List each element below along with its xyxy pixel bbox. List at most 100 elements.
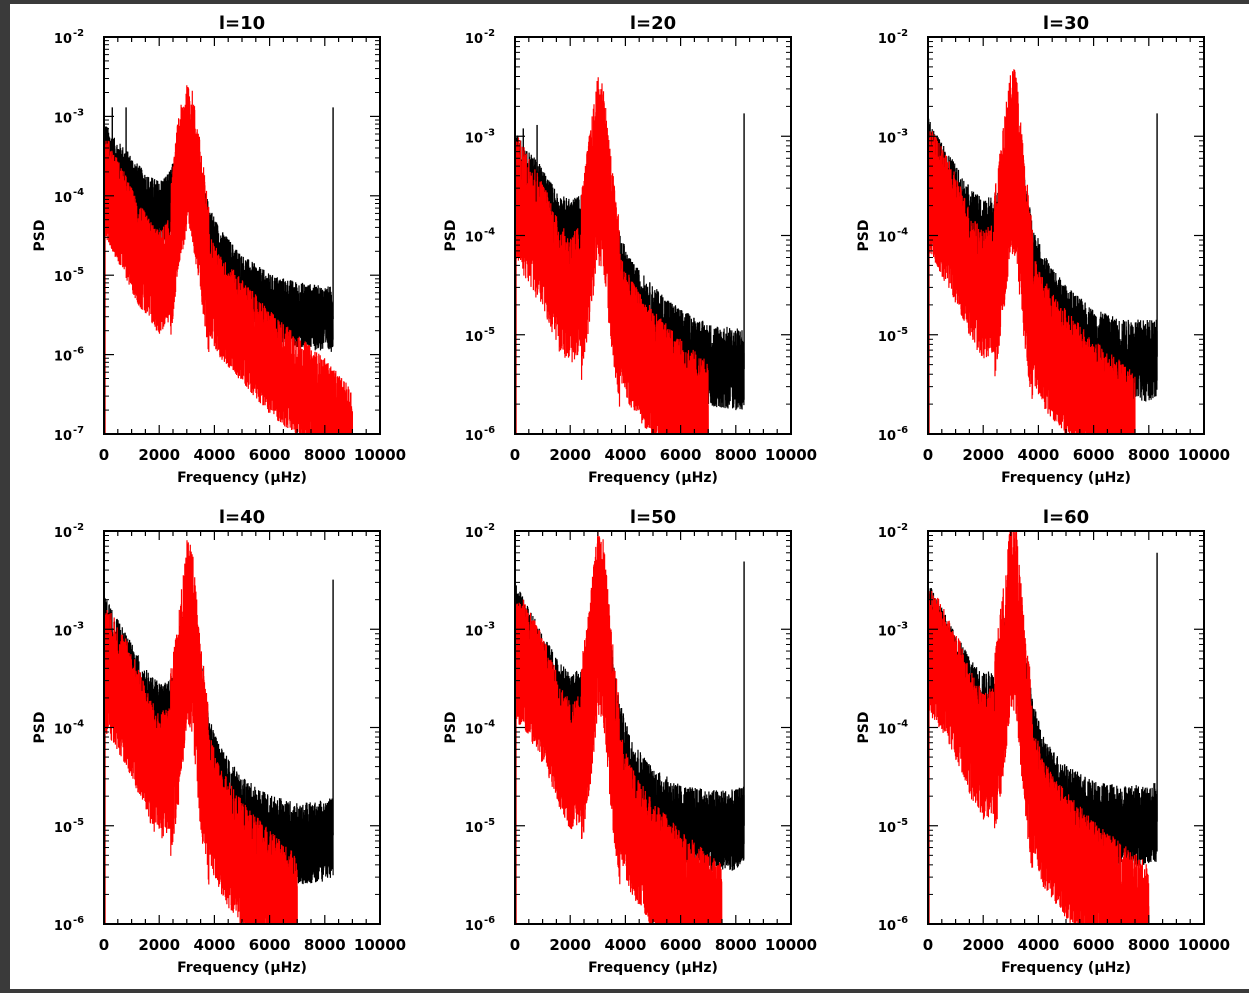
y-tick-exponent: -4	[897, 227, 908, 238]
plot-area	[928, 531, 1158, 924]
x-tick-label: 6000	[249, 936, 291, 954]
x-axis-label: Frequency (μHz)	[177, 960, 307, 976]
plot-area	[104, 540, 334, 924]
x-tick-label: 4000	[194, 446, 236, 464]
x-tick-label: 4000	[1018, 936, 1060, 954]
y-tick-label: 10	[878, 919, 896, 934]
y-tick-exponent: -4	[897, 719, 908, 730]
y-tick-exponent: -2	[484, 522, 495, 533]
x-tick-label: 6000	[1073, 936, 1115, 954]
chart-title: l=60	[1043, 507, 1089, 528]
x-tick-label: 10000	[354, 936, 406, 954]
x-tick-label: 8000	[715, 936, 757, 954]
x-tick-label: 2000	[962, 446, 1004, 464]
y-tick-exponent: -4	[484, 227, 495, 238]
y-tick-label: 10	[465, 919, 483, 934]
y-tick-exponent: -2	[73, 28, 84, 39]
y-tick-exponent: -4	[73, 187, 84, 198]
x-tick-label: 2000	[962, 936, 1004, 954]
y-tick-label: 10	[465, 231, 483, 246]
y-tick-exponent: -3	[73, 107, 84, 118]
y-tick-label: 10	[54, 919, 72, 934]
y-tick-label: 10	[465, 131, 483, 146]
chart-panel-2: 0 2000 4000 6000 8000 1000010-610-510-410-310…	[443, 13, 817, 486]
y-tick-label: 10	[878, 429, 896, 444]
x-tick-label: 10000	[354, 446, 406, 464]
x-tick-label: 2000	[138, 446, 180, 464]
x-tick-label: 0	[99, 936, 109, 954]
x-tick-label: 6000	[1073, 446, 1115, 464]
figure-canvas: 0 2000 4000 6000 8000 1000010-710-610-510-410…	[32, 13, 1230, 976]
y-axis-label: PSD	[443, 220, 459, 252]
x-tick-label: 0	[99, 446, 109, 464]
y-tick-exponent: -7	[73, 425, 84, 436]
plot-area	[515, 531, 745, 924]
y-tick-exponent: -6	[484, 915, 495, 926]
y-axis-label: PSD	[856, 220, 872, 252]
x-tick-label: 2000	[549, 936, 591, 954]
series-line-red	[515, 531, 723, 924]
y-tick-label: 10	[54, 429, 72, 444]
y-tick-exponent: -4	[484, 719, 495, 730]
x-tick-label: 4000	[605, 936, 647, 954]
x-tick-label: 8000	[715, 446, 757, 464]
y-tick-label: 10	[878, 624, 896, 639]
figure: 0 2000 4000 6000 8000 10000 10 -7 10 -6 10 -5 10 -4 10…	[10, 4, 1249, 989]
y-tick-label: 10	[878, 526, 896, 541]
y-tick-label: 10	[878, 131, 896, 146]
x-axis-label: Frequency (μHz)	[1001, 960, 1131, 976]
y-tick-exponent: -5	[897, 817, 908, 828]
y-tick-label: 10	[54, 526, 72, 541]
x-axis-label: Frequency (μHz)	[1001, 470, 1131, 486]
x-axis-label: Frequency (μHz)	[177, 470, 307, 486]
y-tick-label: 10	[878, 32, 896, 47]
x-tick-label: 0	[510, 446, 520, 464]
chart-title: l=50	[630, 507, 676, 528]
y-tick-exponent: -6	[484, 425, 495, 436]
y-tick-exponent: -2	[484, 28, 495, 39]
x-axis-label: Frequency (μHz)	[588, 960, 718, 976]
y-tick-exponent: -2	[897, 28, 908, 39]
y-tick-exponent: -3	[897, 620, 908, 631]
y-tick-exponent: -3	[897, 127, 908, 138]
y-tick-label: 10	[54, 191, 72, 206]
y-axis-label: PSD	[32, 220, 48, 252]
y-tick-label: 10	[878, 231, 896, 246]
x-tick-label: 10000	[1178, 446, 1230, 464]
y-tick-exponent: -2	[73, 522, 84, 533]
x-axis-label: Frequency (μHz)	[588, 470, 718, 486]
chart-title: l=40	[219, 507, 265, 528]
y-tick-label: 10	[878, 330, 896, 345]
y-tick-label: 10	[54, 723, 72, 738]
y-tick-exponent: -3	[484, 620, 495, 631]
plot-area	[515, 77, 745, 434]
y-tick-exponent: -5	[73, 266, 84, 277]
x-tick-label: 4000	[194, 936, 236, 954]
x-tick-label: 2000	[549, 446, 591, 464]
x-tick-label: 4000	[605, 446, 647, 464]
series-line-red	[515, 77, 709, 434]
x-tick-label: 8000	[304, 446, 346, 464]
y-tick-exponent: -6	[73, 915, 84, 926]
y-tick-label: 10	[465, 526, 483, 541]
x-tick-label: 6000	[660, 446, 702, 464]
y-tick-label: 10	[54, 111, 72, 126]
y-tick-label: 10	[54, 624, 72, 639]
y-tick-exponent: -3	[73, 620, 84, 631]
plot-area	[928, 69, 1158, 434]
series-line-red	[104, 85, 354, 434]
y-tick-exponent: -5	[897, 326, 908, 337]
y-tick-label: 10	[54, 32, 72, 47]
x-tick-label: 8000	[1128, 936, 1170, 954]
x-tick-label: 10000	[1178, 936, 1230, 954]
x-tick-label: 10000	[765, 446, 817, 464]
y-tick-label: 10	[54, 350, 72, 365]
y-tick-exponent: -5	[73, 817, 84, 828]
x-tick-label: 0	[923, 936, 933, 954]
chart-title: l=30	[1043, 13, 1089, 34]
y-tick-exponent: -6	[897, 425, 908, 436]
chart-panel-4: 0 2000 4000 6000 8000 1000010-610-510-410-310…	[32, 507, 406, 976]
y-tick-exponent: -5	[484, 326, 495, 337]
y-tick-label: 10	[54, 270, 72, 285]
series-line-red	[104, 540, 298, 924]
